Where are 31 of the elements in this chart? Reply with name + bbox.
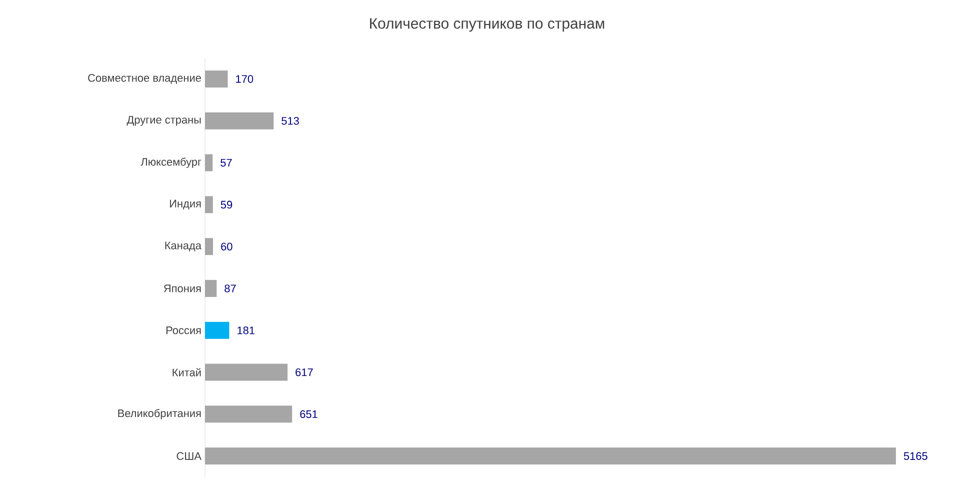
data-label: 57 bbox=[220, 158, 232, 167]
data-label: 87 bbox=[224, 284, 236, 292]
bar bbox=[205, 196, 213, 214]
bar bbox=[205, 238, 214, 256]
data-label: 170 bbox=[236, 75, 254, 83]
y-tick-label: Совместное владение bbox=[88, 74, 201, 84]
y-tick-label: США bbox=[176, 452, 202, 460]
data-label: 5165 bbox=[904, 452, 928, 460]
bar bbox=[205, 154, 213, 172]
y-tick-label: Индия bbox=[170, 200, 201, 210]
data-label: 181 bbox=[238, 326, 254, 334]
data-label: 60 bbox=[221, 242, 232, 250]
data-label: 59 bbox=[220, 200, 232, 209]
data-label: 513 bbox=[282, 116, 299, 125]
y-tick-label: Канада bbox=[165, 242, 202, 252]
y-tick-label: Великобритания bbox=[118, 409, 201, 420]
bar bbox=[205, 448, 896, 465]
bar bbox=[205, 364, 288, 381]
bar bbox=[205, 280, 217, 297]
y-tick-label: Япония bbox=[164, 284, 201, 292]
y-tick-label: Другие страны bbox=[126, 116, 201, 126]
y-tick-label: Китай bbox=[172, 368, 201, 376]
data-label: 617 bbox=[296, 368, 313, 376]
bar bbox=[205, 70, 228, 88]
bar bbox=[205, 322, 230, 339]
y-tick-label: Россия bbox=[166, 326, 201, 334]
y-tick-label: Люксембург bbox=[140, 158, 202, 168]
data-label: 651 bbox=[300, 410, 318, 418]
bar bbox=[205, 112, 274, 130]
bar bbox=[205, 406, 292, 423]
chart-title: Количество спутников по странам bbox=[370, 18, 604, 32]
